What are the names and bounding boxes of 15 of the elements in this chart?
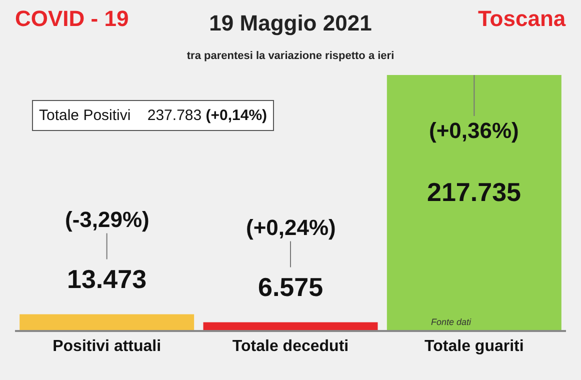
text: Toscana (478, 6, 566, 31)
chart-title: 19 Maggio 2021 (209, 10, 372, 36)
text: COVID - 19 (15, 6, 129, 31)
x-tick-label: Totale deceduti (232, 338, 349, 356)
x-tick-label: Totale guariti (424, 338, 524, 356)
annotation: (+0,24%) (246, 215, 336, 240)
data-label: 6.575 (258, 272, 324, 302)
annotation: (-3,29%) (65, 207, 150, 232)
annotation: Fonte dati (431, 317, 472, 327)
chart-subtitle: tra parentesi la variazione rispetto a ieri (186, 50, 394, 62)
x-tick-label: Positivi attuali (52, 338, 162, 356)
data-label: 217.735 (427, 177, 521, 207)
data-label: 13.473 (67, 264, 147, 294)
annotation: (+0,36%) (429, 118, 519, 143)
annotation: Totale Positivi 237.783 (+0,14%) (39, 107, 268, 124)
